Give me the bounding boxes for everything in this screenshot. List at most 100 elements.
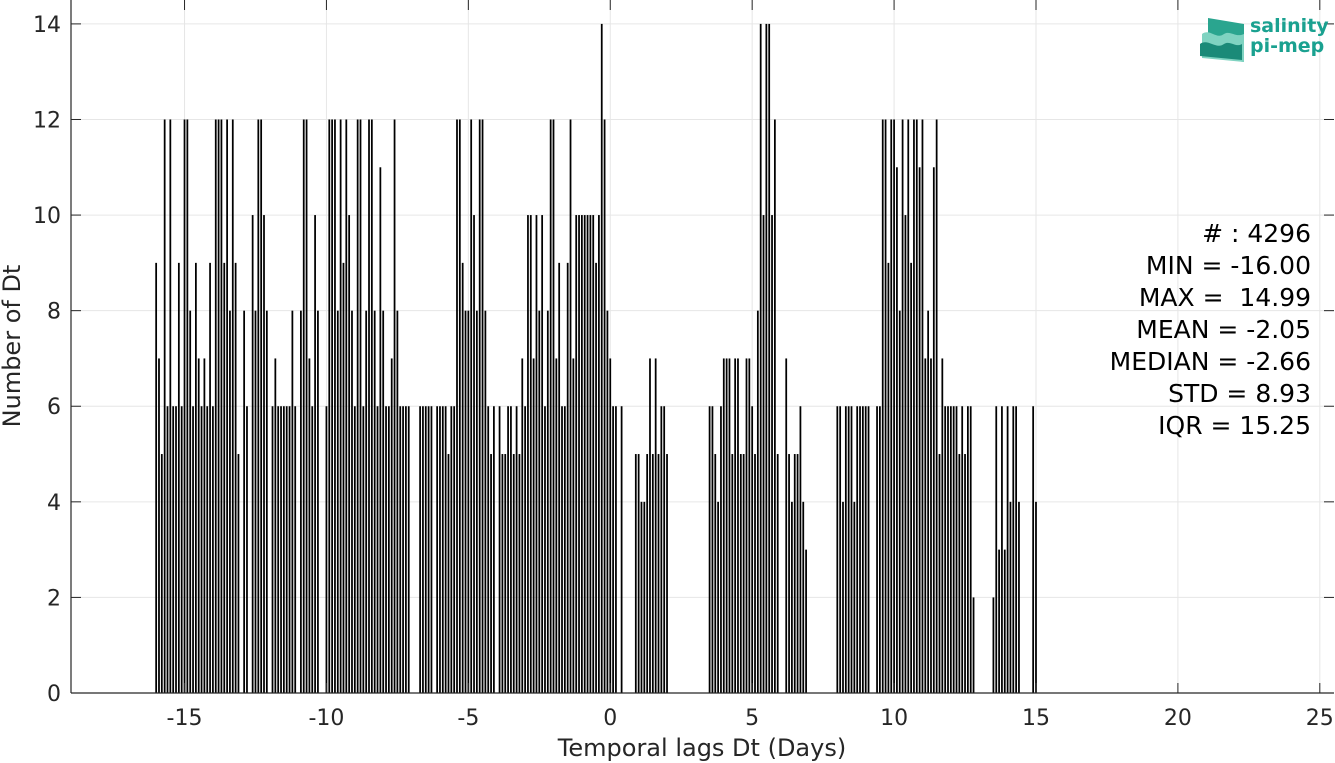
histogram-bar xyxy=(964,454,966,693)
histogram-bar xyxy=(569,119,572,693)
histogram-bar xyxy=(921,119,924,693)
histogram-bar xyxy=(294,406,297,693)
histogram-bar xyxy=(856,406,859,693)
histogram-bar xyxy=(890,119,893,693)
histogram-bar xyxy=(308,358,311,693)
histogram-bar xyxy=(405,406,407,693)
histogram-bar xyxy=(799,406,802,693)
histogram-bar xyxy=(742,454,745,693)
histogram-bar xyxy=(609,358,612,693)
histogram-bar xyxy=(768,23,771,694)
histogram-bar xyxy=(572,358,575,693)
histogram-bar xyxy=(155,262,158,693)
histogram-bar xyxy=(265,310,268,693)
histogram-bar xyxy=(186,119,189,693)
histogram-bar xyxy=(910,262,912,693)
histogram-bar xyxy=(317,310,319,693)
histogram-bar xyxy=(603,119,606,693)
histogram-bar xyxy=(325,406,328,693)
x-tick-label: 15 xyxy=(1022,706,1050,731)
histogram-bar xyxy=(541,215,544,693)
histogram-bar xyxy=(969,406,972,693)
y-tick-label: 4 xyxy=(47,491,61,516)
histogram-bar xyxy=(237,454,240,693)
histogram-bar xyxy=(796,454,799,693)
histogram-bar xyxy=(805,549,807,693)
histogram-bar xyxy=(896,167,898,693)
histogram-bar xyxy=(365,310,368,693)
histogram-bar xyxy=(189,310,192,693)
histogram-bar xyxy=(169,119,172,693)
histogram-bar xyxy=(231,119,234,693)
histogram-bar xyxy=(163,119,166,693)
histogram-bar xyxy=(504,454,507,693)
histogram-bar xyxy=(234,262,237,693)
histogram-bar xyxy=(728,358,731,693)
histogram-bar xyxy=(745,358,748,693)
histogram-bar xyxy=(180,406,183,693)
histogram-bar xyxy=(583,215,586,693)
y-tick-label: 6 xyxy=(47,395,61,420)
histogram-bar xyxy=(844,406,847,693)
histogram-bar xyxy=(490,454,492,693)
histogram-bar xyxy=(575,215,578,693)
histogram-bar xyxy=(1018,501,1020,693)
histogram-bar xyxy=(393,119,396,693)
histogram-bar xyxy=(773,119,776,693)
histogram-bar xyxy=(850,406,853,693)
histogram-bar xyxy=(478,119,481,693)
histogram-bar xyxy=(328,119,331,693)
histogram-bar xyxy=(722,358,725,693)
histogram-bar xyxy=(898,310,901,693)
histogram-bar xyxy=(515,406,518,693)
histogram-bar xyxy=(353,406,356,693)
histogram-bar xyxy=(192,406,194,693)
histogram-bar xyxy=(791,501,793,693)
x-tick-label: -15 xyxy=(167,706,203,731)
histogram-bar xyxy=(1015,406,1018,693)
histogram-bar xyxy=(334,119,336,693)
histogram-bar xyxy=(881,119,884,693)
histogram-bar xyxy=(643,501,646,693)
histogram-bar xyxy=(657,454,660,693)
histogram-bar xyxy=(160,454,163,693)
histogram-bar xyxy=(853,501,856,693)
histogram-bar xyxy=(203,358,206,693)
histogram-bar xyxy=(510,406,512,693)
histogram-bar xyxy=(776,454,779,693)
histogram-bar xyxy=(175,406,177,693)
histogram-bar xyxy=(430,406,433,693)
histogram-bar xyxy=(966,406,969,693)
histogram-bar xyxy=(549,119,552,693)
histogram-bar xyxy=(711,406,714,693)
histogram-bar xyxy=(612,406,614,693)
histogram-bar xyxy=(348,215,351,693)
histogram-bar xyxy=(592,215,595,693)
histogram-bar xyxy=(893,119,895,693)
histogram-bar xyxy=(748,358,751,693)
histogram-bar xyxy=(288,406,291,693)
histogram-bar xyxy=(484,310,487,693)
histogram-bar xyxy=(336,310,339,693)
histogram-bar xyxy=(291,310,294,693)
histogram-bar xyxy=(158,358,160,693)
histogram-bar xyxy=(995,406,998,693)
histogram-bar xyxy=(708,406,711,693)
histogram-bar xyxy=(762,215,765,693)
histogram-bar xyxy=(879,406,881,693)
histogram-bar xyxy=(521,358,524,693)
histogram-bar xyxy=(441,406,444,693)
histogram-bar xyxy=(422,406,424,693)
histogram-bar xyxy=(427,406,430,693)
histogram-bar xyxy=(385,406,387,693)
histogram-bar xyxy=(402,406,404,693)
histogram-bar xyxy=(223,262,226,693)
histogram-bar xyxy=(640,501,643,693)
histogram-bar xyxy=(538,310,541,693)
histogram-bar xyxy=(1035,501,1037,693)
histogram-bar xyxy=(172,406,175,693)
wave-logo-icon xyxy=(1200,18,1244,62)
histogram-bar xyxy=(424,406,427,693)
histogram-bar xyxy=(285,406,288,693)
